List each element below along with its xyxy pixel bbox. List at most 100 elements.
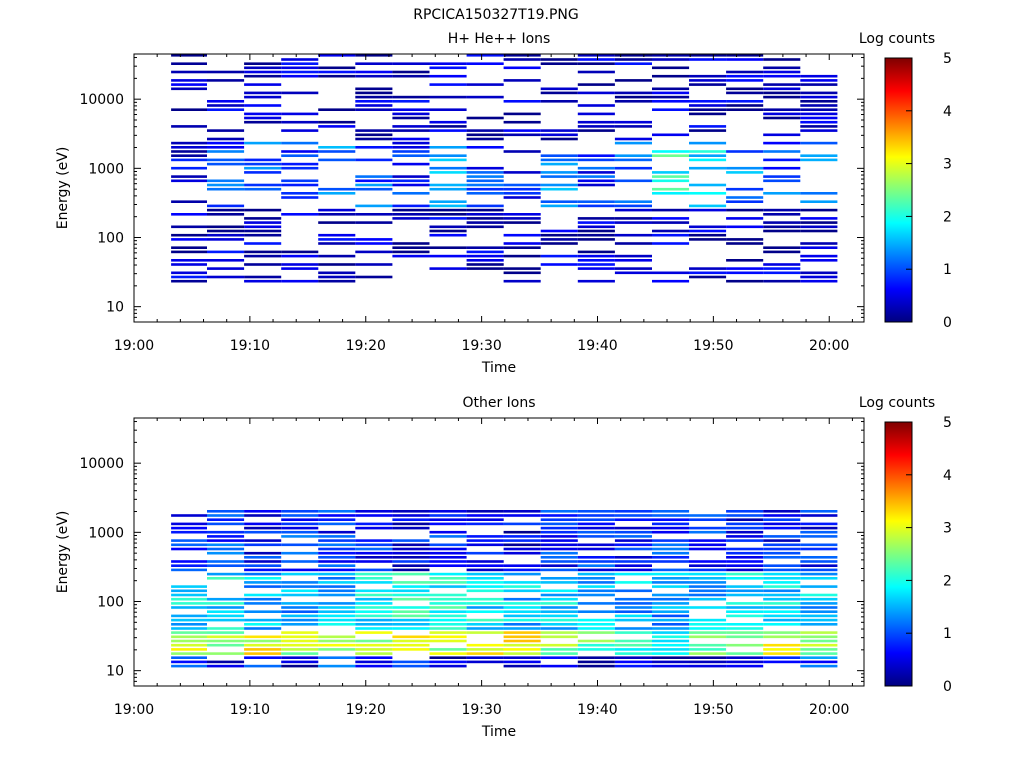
heatmap-cell <box>355 602 393 605</box>
heatmap-cell <box>652 217 690 220</box>
heatmap-cell <box>689 539 727 542</box>
heatmap-cell <box>763 522 801 526</box>
heatmap-cell <box>726 271 764 275</box>
heatmap-cell <box>726 238 764 241</box>
heatmap-cell <box>281 263 319 266</box>
heatmap-cell <box>171 271 207 275</box>
heatmap-cell <box>392 547 430 551</box>
heatmap-cell <box>171 263 207 266</box>
heatmap-cell <box>800 246 838 249</box>
heatmap-cell <box>355 204 393 208</box>
heatmap-cell <box>355 606 393 609</box>
heatmap-cell <box>652 635 690 639</box>
heatmap-cell <box>577 259 615 262</box>
heatmap-cell <box>171 652 207 655</box>
heatmap-cell <box>355 648 393 651</box>
heatmap-cell <box>800 560 838 563</box>
heatmap-cell <box>726 70 764 74</box>
heatmap-cell <box>689 572 727 576</box>
heatmap-cell <box>577 556 615 559</box>
heatmap-cell <box>577 171 615 174</box>
heatmap-cell <box>466 116 504 120</box>
heatmap-cell <box>466 263 504 266</box>
heatmap-cell <box>614 614 652 618</box>
heatmap-cell <box>726 560 764 563</box>
heatmap-cell <box>281 112 319 116</box>
heatmap-cell <box>281 162 319 166</box>
colorbar-tick-label: 3 <box>943 157 952 173</box>
heatmap-cell <box>244 627 282 630</box>
heatmap-cell <box>466 589 504 593</box>
heatmap-cell <box>392 112 430 116</box>
heatmap-cell <box>726 627 764 630</box>
heatmap-cell <box>429 610 467 613</box>
heatmap-cell <box>207 639 245 643</box>
heatmap-cell <box>392 593 430 597</box>
heatmap-cell <box>540 204 578 208</box>
heatmap-cell <box>244 120 282 124</box>
heatmap-cell <box>171 597 207 601</box>
heatmap-cell <box>652 652 690 655</box>
heatmap-cell <box>392 146 430 149</box>
heatmap-cell <box>392 648 430 651</box>
heatmap-cell <box>540 129 578 132</box>
heatmap-cell <box>614 271 652 275</box>
heatmap-cell <box>355 522 393 526</box>
heatmap-cell <box>503 246 541 249</box>
heatmap-cell <box>171 530 207 534</box>
heatmap-cell <box>466 62 504 65</box>
heatmap-cell <box>244 543 282 547</box>
heatmap-cell <box>540 514 578 517</box>
heatmap-cell <box>652 229 690 233</box>
heatmap-cell <box>429 597 467 601</box>
heatmap-cell <box>207 522 245 526</box>
heatmap-cell <box>318 547 356 551</box>
heatmap-cell <box>652 656 690 659</box>
heatmap-cell <box>540 623 578 626</box>
heatmap-cell <box>763 66 801 70</box>
heatmap-cell <box>429 556 467 559</box>
heatmap-cell <box>652 664 690 668</box>
heatmap-cell <box>763 602 801 605</box>
heatmap-cell <box>171 514 207 517</box>
heatmap-cell <box>763 263 801 266</box>
heatmap-cell <box>726 510 764 513</box>
heatmap-cell <box>466 539 504 542</box>
heatmap-cell <box>800 91 838 95</box>
heatmap-cell <box>392 137 430 141</box>
heatmap-cell <box>392 585 430 588</box>
heatmap-cell <box>800 543 838 547</box>
heatmap-cell <box>355 618 393 622</box>
heatmap-cell <box>355 614 393 618</box>
heatmap-cell <box>207 652 245 655</box>
heatmap-cell <box>614 233 652 237</box>
heatmap-cell <box>577 631 615 634</box>
heatmap-cell <box>355 631 393 634</box>
heatmap-cell <box>318 639 356 643</box>
heatmap-cell <box>726 514 764 517</box>
heatmap-cell <box>577 522 615 526</box>
heatmap-cell <box>577 656 615 659</box>
heatmap-cell <box>429 522 467 526</box>
x-tick-label: 19:30 <box>461 338 501 354</box>
heatmap-cell <box>652 614 690 618</box>
heatmap-cell <box>171 225 207 229</box>
heatmap-cell <box>207 514 245 517</box>
heatmap-cell <box>503 267 541 270</box>
heatmap-cell <box>540 547 578 551</box>
heatmap-cell <box>800 192 838 195</box>
heatmap-cell <box>244 187 282 191</box>
heatmap-cell <box>652 66 690 70</box>
heatmap-cell <box>540 551 578 555</box>
heatmap-cell <box>652 543 690 547</box>
x-axis-label: Time <box>481 360 516 376</box>
colorbar-tick-label: 5 <box>943 51 952 67</box>
heatmap-cell <box>392 589 430 593</box>
heatmap-cell <box>244 225 282 229</box>
heatmap-cell <box>503 589 541 593</box>
heatmap-cell <box>466 254 504 258</box>
heatmap-cell <box>503 183 541 187</box>
heatmap-cell <box>466 568 504 572</box>
heatmap-cell <box>466 577 504 580</box>
heatmap-cell <box>503 627 541 630</box>
